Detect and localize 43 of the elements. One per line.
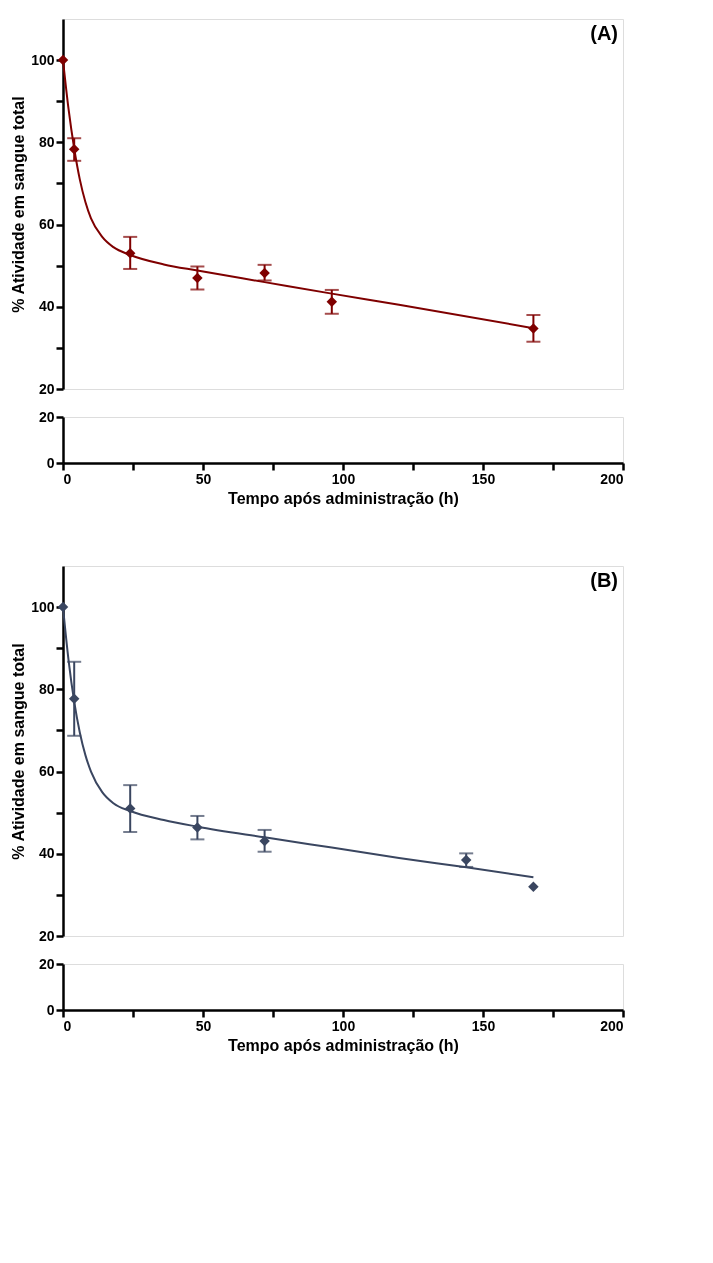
point bbox=[192, 272, 203, 284]
point bbox=[124, 803, 136, 814]
point bbox=[259, 835, 270, 847]
y-tick-label: 0 bbox=[46, 1001, 55, 1018]
x-axis-title: Tempo após administração (h) bbox=[228, 489, 459, 507]
y-tick-label: 80 bbox=[38, 133, 55, 150]
y-tick-label: 20 bbox=[38, 408, 55, 425]
y-tick-label: 100 bbox=[31, 51, 55, 68]
point bbox=[326, 296, 338, 308]
y-tick-label: 20 bbox=[38, 955, 55, 972]
x-tick-label: 150 bbox=[471, 470, 496, 487]
x-tick-label: 0 bbox=[63, 1017, 72, 1034]
x-tick-label: 200 bbox=[600, 470, 624, 487]
x-tick-label: 0 bbox=[63, 470, 72, 487]
x-tick-label: 100 bbox=[331, 1017, 356, 1034]
y-tick-label: 60 bbox=[38, 763, 55, 780]
y-tick-label: 80 bbox=[38, 680, 55, 697]
point bbox=[57, 54, 69, 66]
x-tick-label: 150 bbox=[471, 1017, 496, 1034]
point bbox=[528, 323, 539, 334]
y-tick-label: 20 bbox=[38, 927, 55, 944]
y-axis-title: % Atividade em sangue total bbox=[10, 96, 28, 313]
point bbox=[124, 248, 136, 259]
y-axis-title: % Atividade em sangue total bbox=[10, 643, 28, 860]
y-tick-label: 0 bbox=[46, 454, 55, 471]
x-tick-label: 100 bbox=[331, 470, 356, 487]
y-tick-label: 40 bbox=[38, 298, 55, 315]
y-tick-label: 40 bbox=[38, 845, 55, 862]
y-tick-label: 60 bbox=[38, 216, 55, 233]
point bbox=[57, 601, 69, 613]
x-tick-label: 50 bbox=[195, 1017, 212, 1034]
x-tick-label: 200 bbox=[600, 1017, 624, 1034]
point bbox=[192, 822, 203, 833]
point bbox=[68, 144, 80, 155]
y-tick-label: 20 bbox=[38, 380, 55, 397]
x-axis-title: Tempo após administração (h) bbox=[228, 1036, 459, 1054]
point bbox=[68, 693, 80, 705]
point bbox=[259, 267, 270, 279]
y-tick-label: 100 bbox=[31, 598, 55, 615]
annotation: (B) bbox=[590, 569, 618, 591]
point bbox=[528, 881, 539, 892]
x-tick-label: 50 bbox=[195, 470, 212, 487]
annotation: (A) bbox=[590, 22, 618, 44]
